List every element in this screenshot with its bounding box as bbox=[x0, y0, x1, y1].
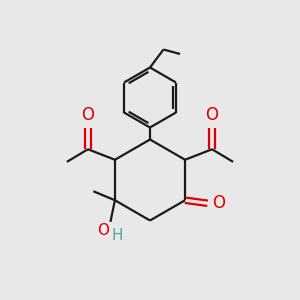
Text: O: O bbox=[81, 106, 94, 124]
Text: O: O bbox=[206, 106, 219, 124]
Text: O: O bbox=[97, 223, 109, 238]
Text: O: O bbox=[212, 194, 225, 212]
Text: H: H bbox=[112, 229, 123, 244]
